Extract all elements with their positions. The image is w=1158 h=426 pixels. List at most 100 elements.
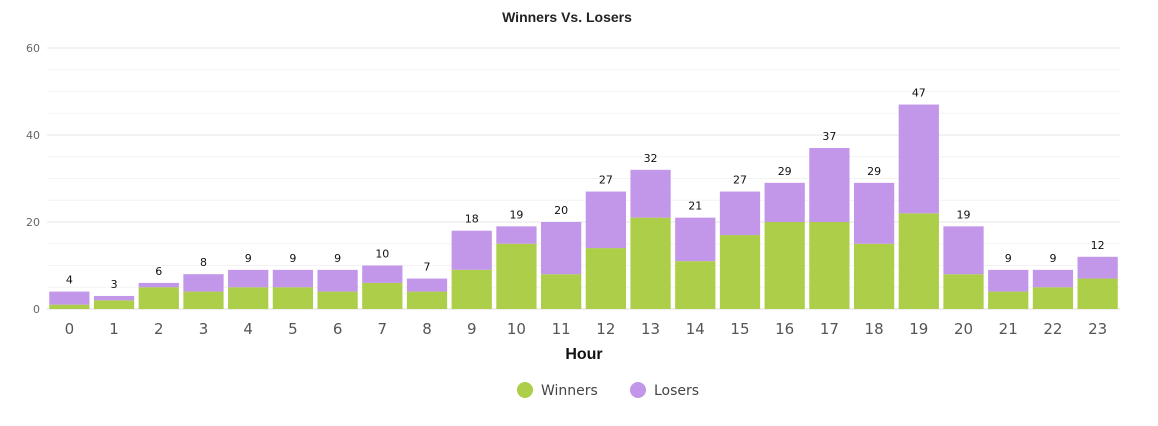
bar-losers[interactable] bbox=[228, 269, 269, 288]
bar-winners[interactable] bbox=[988, 291, 1029, 309]
bar-winners[interactable] bbox=[138, 287, 179, 309]
x-tick-label: 12 bbox=[596, 320, 615, 338]
bar-losers[interactable] bbox=[183, 274, 224, 292]
x-tick-label: 20 bbox=[954, 320, 973, 338]
bar-losers[interactable] bbox=[362, 265, 403, 283]
x-tick-label: 19 bbox=[909, 320, 928, 338]
bar-losers[interactable] bbox=[764, 182, 805, 222]
x-axis-label: Hour bbox=[565, 346, 602, 363]
bar-winners[interactable] bbox=[49, 304, 90, 309]
bar-losers[interactable] bbox=[317, 269, 358, 292]
bar-winners[interactable] bbox=[317, 291, 358, 309]
y-axis: 0 20 40 60 bbox=[26, 42, 40, 316]
data-label-total: 32 bbox=[644, 152, 658, 165]
x-tick-label: 0 bbox=[65, 320, 75, 338]
bar-winners[interactable] bbox=[228, 287, 269, 309]
bar-winners[interactable] bbox=[898, 213, 939, 309]
y-tick-label: 0 bbox=[33, 303, 40, 316]
data-label-total: 9 bbox=[1049, 252, 1056, 265]
bar-winners[interactable] bbox=[183, 291, 224, 309]
bar-losers[interactable] bbox=[898, 104, 939, 214]
x-tick-label: 8 bbox=[422, 320, 432, 338]
bar-losers[interactable] bbox=[49, 291, 90, 305]
chart-title: Winners Vs. Losers bbox=[502, 9, 632, 25]
data-label-total: 9 bbox=[245, 252, 252, 265]
data-labels: 4 3 6 8 9 9 9 10 7 18 19 20 27 32 21 27 29 37 29 47 19 9 9 12 bbox=[66, 87, 1105, 291]
y-tick-label: 60 bbox=[26, 42, 40, 55]
legend-marker-losers bbox=[630, 382, 646, 398]
bar-winners[interactable] bbox=[451, 269, 492, 309]
bar-losers[interactable] bbox=[719, 191, 761, 236]
x-tick-label: 13 bbox=[641, 320, 660, 338]
bar-losers[interactable] bbox=[1032, 269, 1074, 288]
legend-item-winners[interactable]: Winners bbox=[517, 382, 598, 399]
data-label-total: 27 bbox=[733, 174, 747, 187]
bar-winners[interactable] bbox=[541, 274, 582, 309]
bar-losers[interactable] bbox=[451, 230, 492, 270]
x-tick-label: 18 bbox=[865, 320, 884, 338]
bar-winners[interactable] bbox=[853, 243, 895, 309]
data-label-total: 19 bbox=[957, 208, 971, 221]
bar-winners[interactable] bbox=[943, 274, 984, 309]
bar-losers[interactable] bbox=[943, 226, 984, 275]
x-tick-label: 7 bbox=[378, 320, 388, 338]
x-tick-label: 9 bbox=[467, 320, 477, 338]
data-label-total: 10 bbox=[375, 248, 389, 261]
bar-losers[interactable] bbox=[93, 295, 135, 301]
x-tick-label: 16 bbox=[775, 320, 794, 338]
x-tick-label: 1 bbox=[109, 320, 119, 338]
bar-losers[interactable] bbox=[541, 222, 582, 275]
bar-winners[interactable] bbox=[675, 261, 716, 309]
y-tick-label: 40 bbox=[26, 129, 40, 142]
legend[interactable]: Winners Losers bbox=[517, 382, 699, 399]
x-tick-label: 22 bbox=[1043, 320, 1062, 338]
x-tick-label: 23 bbox=[1088, 320, 1107, 338]
x-tick-label: 14 bbox=[686, 320, 705, 338]
bar-winners[interactable] bbox=[630, 217, 671, 309]
bar-losers[interactable] bbox=[630, 169, 671, 218]
data-label-total: 4 bbox=[66, 274, 73, 287]
x-tick-label: 2 bbox=[154, 320, 164, 338]
bar-losers[interactable] bbox=[675, 217, 716, 262]
bar-winners[interactable] bbox=[719, 235, 761, 309]
bar-winners[interactable] bbox=[1077, 278, 1118, 309]
legend-marker-winners bbox=[517, 382, 533, 398]
bar-winners[interactable] bbox=[1032, 287, 1074, 309]
x-axis: 0 1 2 3 4 5 6 7 8 9 10 11 12 13 14 15 16 17 18 19 20 21 22 23 bbox=[65, 320, 1108, 338]
bar-winners[interactable] bbox=[809, 222, 850, 309]
data-label-total: 7 bbox=[424, 261, 431, 274]
data-label-total: 9 bbox=[334, 252, 341, 265]
data-label-total: 9 bbox=[289, 252, 296, 265]
data-label-total: 8 bbox=[200, 256, 207, 269]
bar-losers[interactable] bbox=[1077, 256, 1118, 279]
grid bbox=[47, 47, 1120, 310]
bars bbox=[49, 104, 1118, 309]
x-tick-label: 17 bbox=[820, 320, 839, 338]
bar-losers[interactable] bbox=[853, 182, 895, 244]
bar-winners[interactable] bbox=[362, 282, 403, 309]
bar-winners[interactable] bbox=[585, 248, 626, 309]
bar-winners[interactable] bbox=[764, 222, 805, 309]
bar-winners[interactable] bbox=[93, 300, 135, 309]
bar-losers[interactable] bbox=[585, 191, 626, 249]
data-label-total: 27 bbox=[599, 174, 613, 187]
bar-losers[interactable] bbox=[496, 226, 537, 244]
data-label-total: 12 bbox=[1091, 239, 1105, 252]
legend-label-losers: Losers bbox=[654, 383, 699, 399]
x-tick-label: 4 bbox=[243, 320, 253, 338]
data-label-total: 6 bbox=[155, 265, 162, 278]
bar-losers[interactable] bbox=[809, 148, 850, 222]
bar-winners[interactable] bbox=[406, 291, 448, 309]
bar-losers[interactable] bbox=[406, 278, 448, 292]
bar-losers[interactable] bbox=[272, 269, 314, 288]
bar-winners[interactable] bbox=[272, 287, 314, 309]
data-label-total: 19 bbox=[509, 208, 523, 221]
bar-winners[interactable] bbox=[496, 243, 537, 309]
data-label-total: 9 bbox=[1005, 252, 1012, 265]
data-label-total: 18 bbox=[465, 213, 479, 226]
bar-losers[interactable] bbox=[138, 282, 179, 288]
legend-item-losers[interactable]: Losers bbox=[630, 382, 699, 399]
bar-losers[interactable] bbox=[988, 269, 1029, 292]
x-tick-label: 6 bbox=[333, 320, 343, 338]
